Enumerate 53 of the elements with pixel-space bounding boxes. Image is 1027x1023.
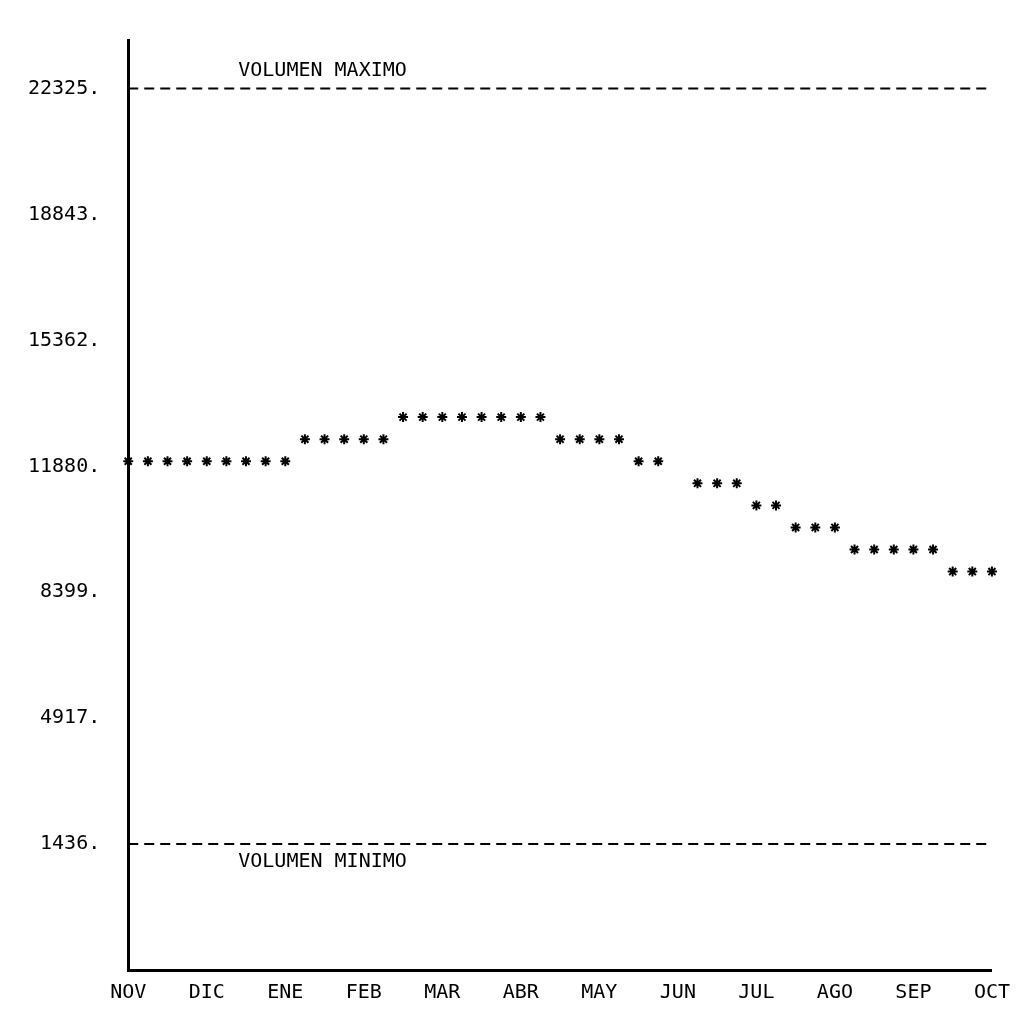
point bbox=[573, 433, 586, 446]
point bbox=[200, 455, 213, 468]
point bbox=[985, 565, 998, 578]
point bbox=[946, 565, 959, 578]
point bbox=[377, 433, 390, 446]
point bbox=[259, 455, 272, 468]
point bbox=[141, 455, 154, 468]
point bbox=[868, 543, 881, 556]
x-tick-label: DIC bbox=[188, 979, 225, 1004]
y-tick-label: 11880. bbox=[28, 452, 101, 477]
x-tick-label: JUL bbox=[738, 979, 775, 1004]
x-tick-label: ENE bbox=[267, 979, 304, 1004]
point bbox=[181, 455, 194, 468]
point bbox=[966, 565, 979, 578]
ref-line-label: VOLUMEN MINIMO bbox=[238, 848, 407, 873]
point bbox=[730, 477, 743, 490]
point bbox=[927, 543, 940, 556]
point bbox=[318, 433, 331, 446]
y-tick-label: 8399. bbox=[40, 578, 101, 603]
x-tick-label: MAY bbox=[581, 979, 618, 1004]
point bbox=[279, 455, 292, 468]
point bbox=[220, 455, 233, 468]
point bbox=[593, 433, 606, 446]
ref-line-label: VOLUMEN MAXIMO bbox=[238, 56, 407, 81]
x-tick-label: NOV bbox=[110, 979, 147, 1004]
point bbox=[357, 433, 370, 446]
point bbox=[298, 433, 311, 446]
x-tick-label: AGO bbox=[816, 979, 853, 1004]
x-tick-label: FEB bbox=[345, 979, 382, 1004]
point bbox=[907, 543, 920, 556]
x-tick-label: SEP bbox=[895, 979, 932, 1004]
x-tick-label: ABR bbox=[502, 979, 540, 1004]
point bbox=[554, 433, 567, 446]
point bbox=[789, 521, 802, 534]
y-tick-label: 22325. bbox=[28, 74, 101, 99]
y-tick-label: 4917. bbox=[40, 704, 101, 729]
point bbox=[848, 543, 861, 556]
point bbox=[711, 477, 724, 490]
point bbox=[632, 455, 645, 468]
point bbox=[652, 455, 665, 468]
point bbox=[887, 543, 900, 556]
point bbox=[809, 521, 822, 534]
x-tick-label: JUN bbox=[659, 979, 696, 1004]
point bbox=[161, 455, 174, 468]
y-tick-label: 18843. bbox=[28, 200, 101, 225]
y-tick-label: 15362. bbox=[28, 326, 101, 351]
point bbox=[750, 499, 763, 512]
x-tick-label: MAR bbox=[424, 979, 462, 1004]
point bbox=[691, 477, 704, 490]
point bbox=[828, 521, 841, 534]
x-tick-label: OCT bbox=[973, 979, 1010, 1004]
y-tick-label: 1436. bbox=[40, 830, 101, 855]
point bbox=[338, 433, 351, 446]
